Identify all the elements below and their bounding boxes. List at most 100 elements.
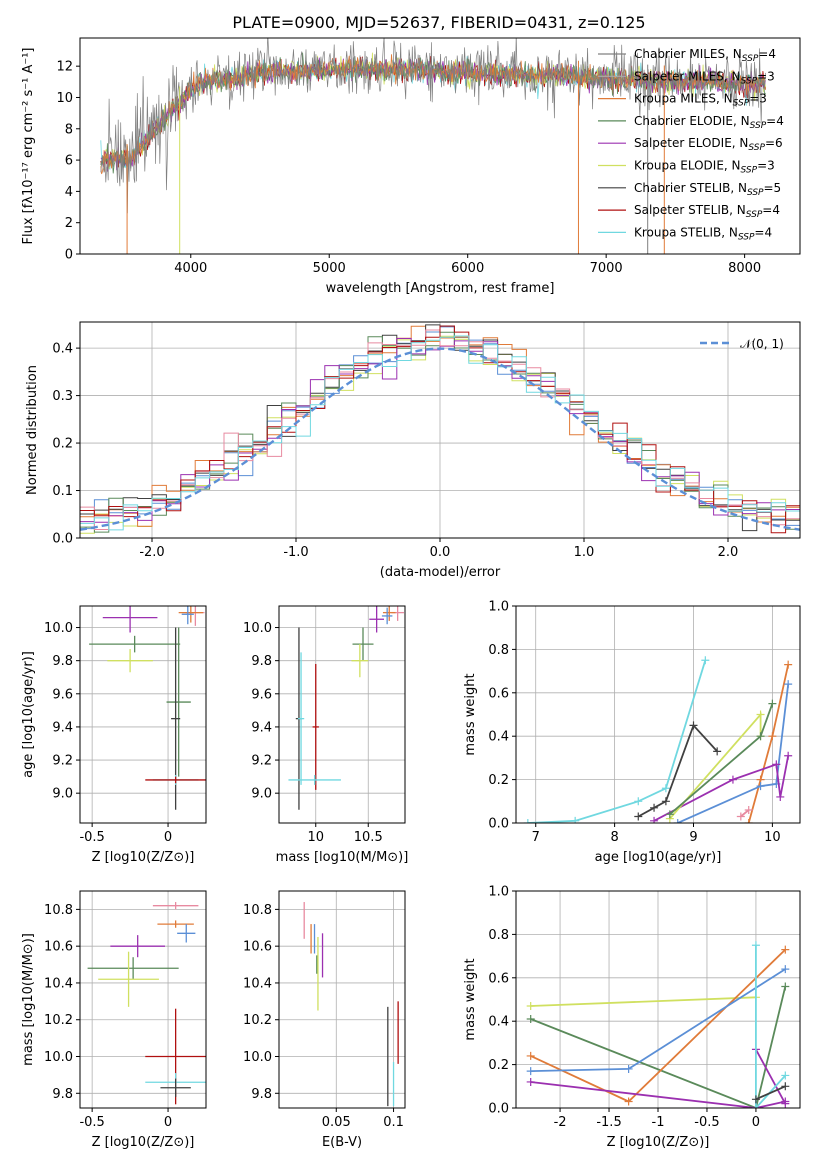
data-point	[661, 784, 670, 793]
y-tick-label: 9.8	[251, 1087, 272, 1102]
series-line	[755, 1048, 787, 1105]
y-tick-label: 10	[56, 91, 73, 106]
histogram-chabrier_stelib	[80, 324, 800, 532]
plot-area	[80, 324, 800, 534]
series-line	[530, 986, 787, 1108]
series-line	[755, 945, 786, 1108]
series-line	[747, 664, 790, 823]
data-point	[751, 1095, 760, 1104]
axes-frame	[515, 605, 801, 824]
y-axis-label: mass weight	[463, 958, 478, 1040]
x-tick-label: -1.0	[283, 545, 308, 560]
data-point	[673, 819, 682, 823]
data-point	[701, 656, 710, 665]
data-point	[781, 1082, 790, 1091]
legend-entry: Salpeter ELODIE, NSSP=6	[634, 136, 783, 153]
y-tick-label: 10.6	[243, 940, 272, 955]
legend-entry: Salpeter STELIB, NSSP=4	[634, 203, 780, 220]
series-line	[530, 1081, 786, 1108]
y-axis-label: age [log10(age/yr)]	[21, 651, 36, 778]
data-point	[751, 941, 760, 950]
y-tick-label: 9.4	[52, 720, 73, 735]
y-tick-label: 2	[65, 216, 73, 231]
y-tick-label: 0.0	[488, 1102, 509, 1117]
y-tick-label: 10.4	[243, 976, 272, 991]
histogram-kroupa_stelib	[80, 335, 800, 531]
plot-area	[303, 902, 399, 1107]
data-point	[728, 775, 737, 784]
panel-weight_vs_age: 7 8 9 10 0.0 0.2 0.4 0.6 0.8 1.0 age [log10(age/yr…	[463, 600, 801, 865]
x-axis-label: mass [log10(M/M⊙)]	[276, 850, 409, 865]
data-point	[523, 819, 532, 823]
x-tick-label: -2.0	[139, 545, 164, 560]
panel-mass_vs_Z: -0.5 0 9.8 10.0 10.2 10.4 10.6 10.8 Z [log10(Z/Z…	[21, 890, 207, 1150]
y-tick-label: 0.0	[488, 817, 509, 832]
y-tick-label: 0.3	[52, 389, 73, 404]
plot-area	[87, 902, 206, 1105]
plot-area	[288, 606, 404, 810]
data-point	[665, 810, 674, 819]
data-point	[624, 1064, 633, 1073]
x-tick-label: 9	[689, 830, 697, 845]
y-tick-label: 9.0	[52, 787, 73, 802]
x-tick-label: 10	[764, 830, 781, 845]
data-point	[768, 732, 777, 741]
x-tick-label: -2	[554, 1115, 567, 1130]
data-point	[756, 732, 765, 741]
series-line	[530, 996, 756, 1007]
data-point	[781, 982, 790, 991]
legend-entry: Salpeter MILES, NSSP=3	[634, 69, 775, 86]
y-tick-label: 10.0	[44, 621, 73, 636]
data-point	[661, 797, 670, 806]
panel-age_vs_Z: -0.5 0 9.0 9.2 9.4 9.6 9.8 10.0 Z [log10(Z/Z⊙)] a…	[21, 605, 207, 865]
y-tick-label: 0.4	[488, 1015, 509, 1030]
y-tick-label: 9.4	[251, 720, 272, 735]
y-tick-label: 10.8	[44, 903, 73, 918]
y-tick-label: 6	[65, 154, 73, 169]
plot-area	[100, 38, 766, 254]
x-tick-label: 8	[610, 830, 618, 845]
x-tick-label: 0.05	[322, 1115, 351, 1130]
data-point	[781, 1071, 790, 1080]
x-tick-label: 10	[307, 830, 324, 845]
x-tick-label: 8000	[728, 261, 761, 276]
y-tick-label: 0.6	[488, 686, 509, 701]
y-tick-label: 0.2	[52, 437, 73, 452]
data-point	[756, 710, 765, 719]
data-point	[784, 660, 793, 669]
panel-mass_vs_ebv: 0.05 0.1 9.8 10.0 10.2 10.4 10.6 10.8 E(B-V)	[243, 890, 406, 1150]
y-tick-label: 8	[65, 122, 73, 137]
y-tick-label: 12	[56, 60, 73, 75]
x-tick-label: 2.0	[718, 545, 739, 560]
x-tick-label: 0.0	[430, 545, 451, 560]
axes-frame	[278, 605, 406, 824]
data-point	[526, 1067, 535, 1076]
normal-curve	[80, 347, 800, 531]
data-point	[772, 760, 781, 769]
plot-area	[523, 656, 793, 823]
x-axis-label: wavelength [Angstrom, rest frame]	[326, 281, 555, 296]
x-tick-label: -0.5	[694, 1115, 719, 1130]
data-point	[526, 1002, 535, 1011]
x-axis-label: E(B-V)	[322, 1135, 362, 1150]
data-point	[736, 812, 745, 821]
axes-frame	[79, 890, 207, 1109]
x-tick-label: -0.5	[79, 1115, 104, 1130]
data-point	[781, 1099, 790, 1108]
data-point	[634, 797, 643, 806]
panel-residuals: -2.0 -1.0 0.0 1.0 2.0 0.0 0.1 0.2 0.3 0.4 (data-mo…	[25, 321, 801, 580]
y-tick-label: 0.4	[488, 730, 509, 745]
data-point	[744, 819, 753, 823]
data-point	[650, 803, 659, 812]
y-axis-label: Normed distribution	[25, 365, 40, 495]
data-point	[526, 1051, 535, 1060]
y-tick-label: 9.8	[251, 654, 272, 669]
data-point	[744, 805, 753, 814]
y-tick-label: 0.8	[488, 928, 509, 943]
series-line	[527, 660, 707, 823]
data-point	[689, 721, 698, 730]
y-tick-label: 4	[65, 185, 73, 200]
y-tick-label: 10.0	[243, 1050, 272, 1065]
x-tick-label: 7000	[590, 261, 623, 276]
